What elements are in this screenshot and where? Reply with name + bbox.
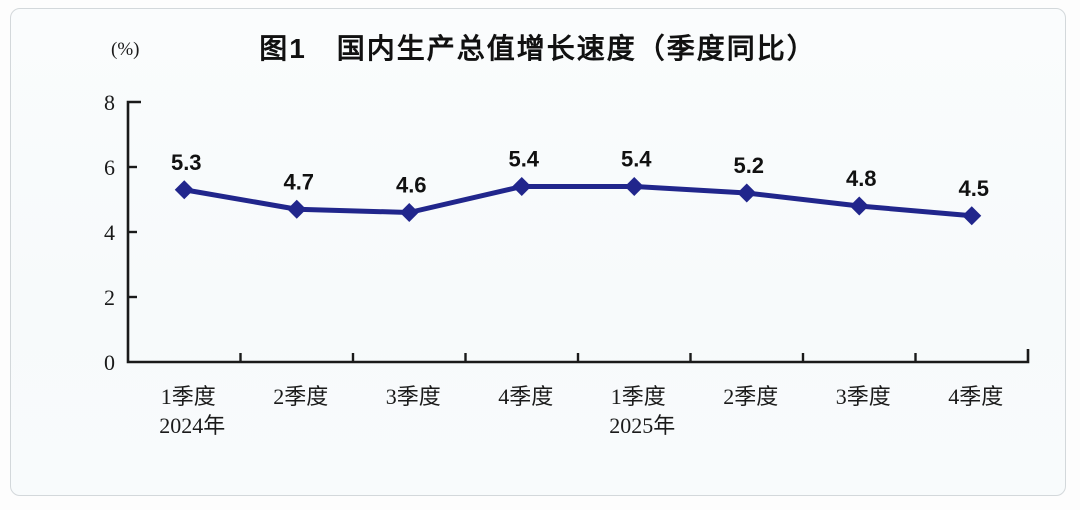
- data-point-label: 4.5: [958, 176, 989, 201]
- data-point-marker: [399, 203, 419, 222]
- chart-card: 图1 国内生产总值增长速度（季度同比） (%): [10, 8, 1066, 496]
- y-axis-tick-label: 8: [104, 90, 115, 115]
- data-point-label: 4.7: [283, 169, 314, 194]
- data-point-marker: [174, 180, 194, 200]
- data-point-label: 5.4: [508, 147, 539, 172]
- x-axis-tick-label: 4季度: [498, 384, 553, 409]
- x-axis-tick-label: 3季度: [386, 384, 441, 409]
- data-point-marker: [287, 199, 307, 219]
- y-axis-unit-label: (%): [111, 39, 140, 60]
- y-axis-tick-label: 4: [104, 220, 115, 245]
- data-point-label: 4.6: [396, 173, 427, 198]
- chart-title: 图1 国内生产总值增长速度（季度同比）: [259, 33, 817, 64]
- data-point-label: 5.4: [621, 147, 652, 172]
- series-line: [181, 184, 975, 219]
- y-axis-tick-label: 2: [104, 285, 115, 310]
- x-axis-tick-label: 3季度: [836, 384, 891, 409]
- y-axis-tick-label: 6: [104, 155, 115, 180]
- data-point-label: 4.8: [846, 166, 877, 191]
- data-point-label: 5.3: [171, 150, 202, 175]
- x-axis-tick-label: 2季度: [723, 384, 778, 409]
- y-axis-tick-label: 0: [104, 350, 115, 375]
- axis-frame: [126, 100, 1030, 364]
- x-axis-tick-label: 4季度: [948, 384, 1003, 409]
- data-point-marker: [512, 177, 532, 196]
- data-point-marker: [737, 183, 757, 203]
- data-point-marker: [624, 177, 644, 196]
- data-point-marker: [849, 196, 869, 216]
- x-axis-tick-label: 2季度: [273, 384, 328, 409]
- x-axis-year-label: 2024年: [159, 413, 225, 438]
- data-point-marker: [962, 206, 982, 226]
- x-axis-tick-label: 1季度: [161, 384, 216, 409]
- x-axis-year-label: 2025年: [609, 413, 675, 438]
- x-axis-tick-label: 1季度: [611, 384, 666, 409]
- data-point-label: 5.2: [733, 153, 764, 178]
